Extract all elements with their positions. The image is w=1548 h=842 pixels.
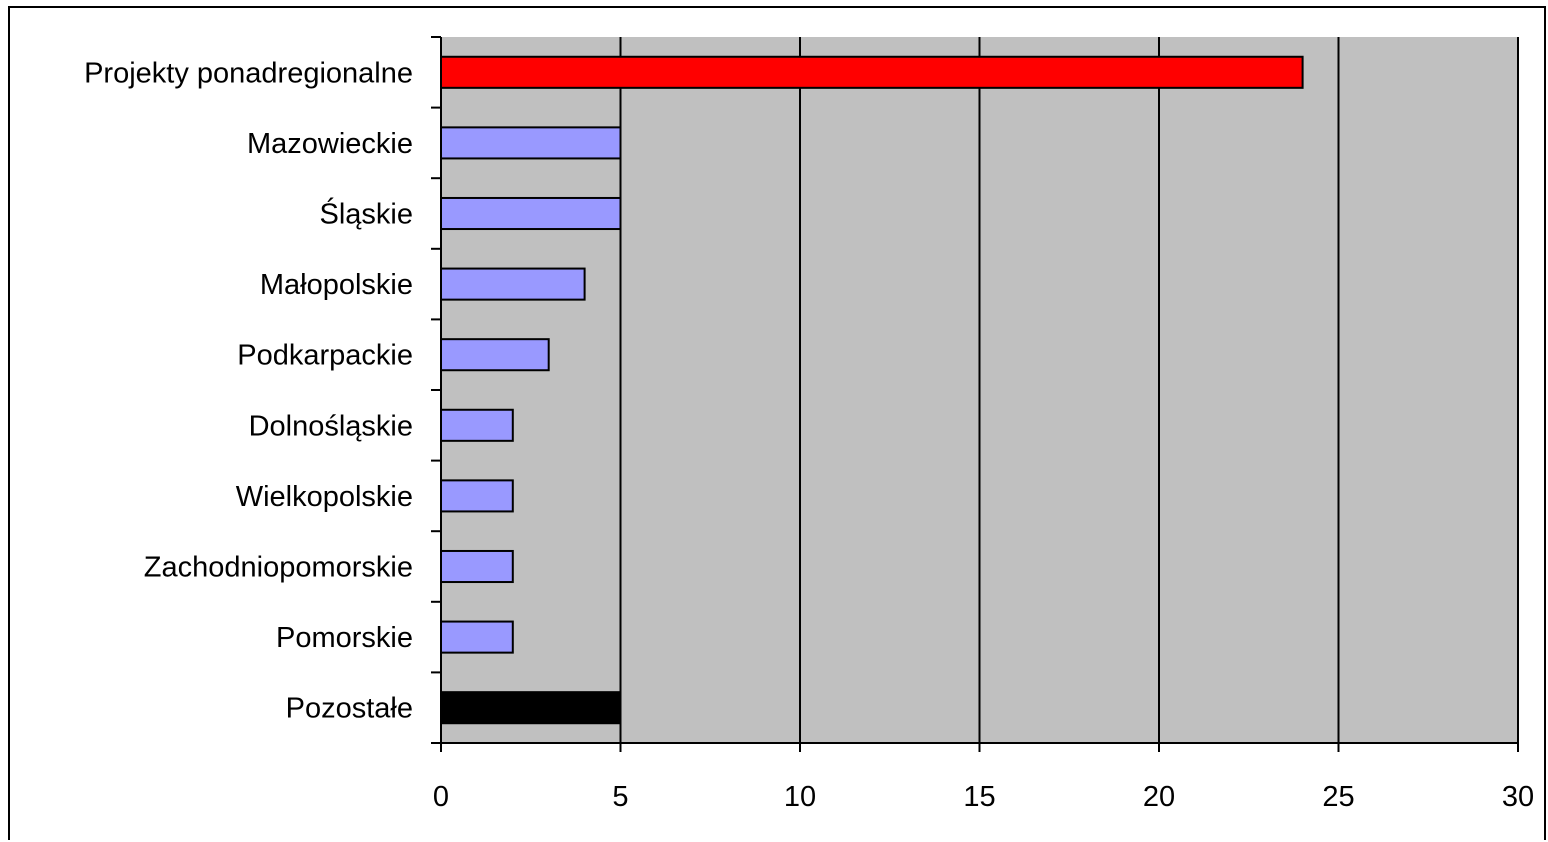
category-label: Projekty ponadregionalne (84, 57, 413, 89)
x-tick-label: 25 (1322, 781, 1354, 813)
bar (440, 691, 622, 725)
x-tick-label: 15 (963, 781, 995, 813)
bar (440, 479, 514, 513)
x-tick-labels: 0 5 10 15 20 25 30 (433, 781, 1534, 813)
bars (440, 55, 1304, 725)
category-label: Pomorskie (276, 622, 413, 654)
bar (440, 126, 622, 160)
category-label: Śląskie (320, 197, 414, 231)
bar (440, 620, 514, 654)
bar (440, 549, 514, 584)
axes (431, 36, 1519, 752)
category-labels: Projekty ponadregionalne Mazowieckie Śląsk… (84, 57, 413, 724)
x-tick-label: 30 (1502, 781, 1534, 813)
category-label: Dolnośląskie (249, 410, 413, 442)
category-label: Małopolskie (260, 269, 413, 301)
category-label: Zachodniopomorskie (144, 552, 413, 584)
x-tick-label: 5 (612, 781, 628, 813)
bar (440, 267, 586, 301)
gridlines (619, 37, 1519, 743)
bar (440, 55, 1304, 89)
bar (440, 338, 550, 372)
x-tick-label: 10 (784, 781, 816, 813)
bar (440, 196, 622, 231)
x-tick-label: 20 (1143, 781, 1175, 813)
x-tick-label: 0 (433, 781, 449, 813)
category-label: Podkarpackie (237, 340, 413, 372)
bar (440, 408, 514, 442)
category-label: Pozostałe (286, 693, 413, 725)
category-label: Mazowieckie (247, 128, 413, 160)
category-label: Wielkopolskie (236, 481, 413, 513)
